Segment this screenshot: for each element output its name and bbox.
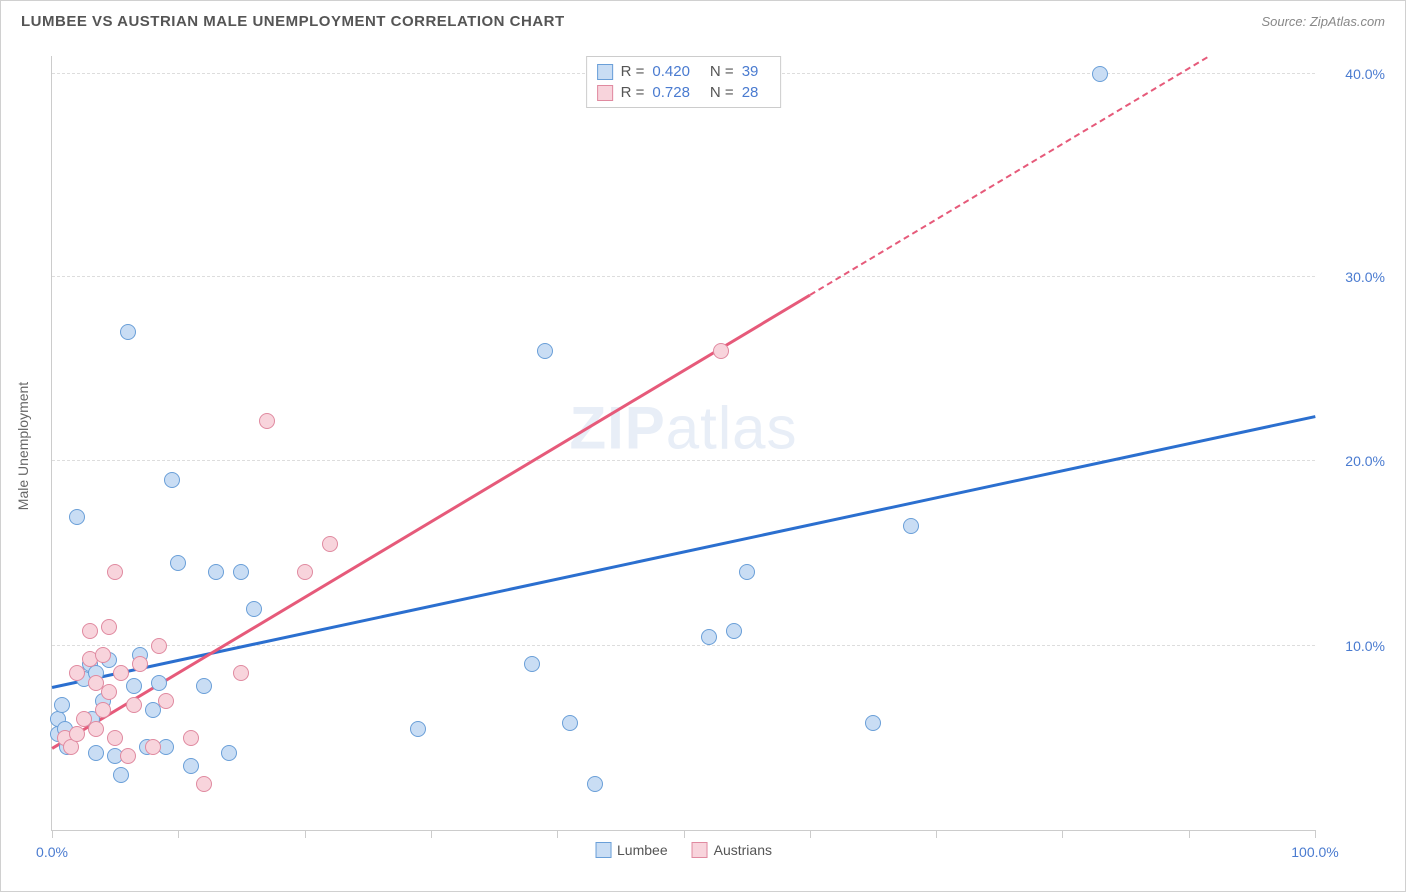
scatter-point (113, 665, 129, 681)
scatter-point (183, 730, 199, 746)
scatter-point (95, 702, 111, 718)
scatter-point (107, 564, 123, 580)
y-axis-label: Male Unemployment (15, 382, 31, 510)
x-tick (684, 830, 685, 838)
scatter-point (233, 665, 249, 681)
gridline (52, 276, 1315, 277)
chart-title: LUMBEE VS AUSTRIAN MALE UNEMPLOYMENT COR… (21, 13, 565, 30)
scatter-point (183, 758, 199, 774)
scatter-point (537, 343, 553, 359)
legend-swatch-austrians (597, 85, 613, 101)
n-label: N = (710, 63, 734, 80)
n-value-lumbee: 39 (742, 63, 759, 80)
r-value-lumbee: 0.420 (652, 63, 690, 80)
x-tick (178, 830, 179, 838)
x-tick (936, 830, 937, 838)
y-tick-label: 10.0% (1345, 638, 1385, 654)
scatter-point (739, 564, 755, 580)
scatter-point (69, 726, 85, 742)
scatter-point (88, 745, 104, 761)
scatter-point (113, 767, 129, 783)
scatter-point (701, 629, 717, 645)
r-label-2: R = (621, 84, 645, 101)
legend-swatch-austrians-bottom (692, 842, 708, 858)
trendline (52, 415, 1316, 688)
legend-swatch-lumbee-bottom (595, 842, 611, 858)
scatter-point (69, 665, 85, 681)
scatter-point (88, 721, 104, 737)
chart-container: LUMBEE VS AUSTRIAN MALE UNEMPLOYMENT COR… (0, 0, 1406, 892)
x-tick-label: 100.0% (1291, 844, 1338, 860)
n-value-austrians: 28 (742, 84, 759, 101)
n-label-2: N = (710, 84, 734, 101)
scatter-point (101, 619, 117, 635)
scatter-point (233, 564, 249, 580)
y-tick-label: 20.0% (1345, 453, 1385, 469)
legend-item-lumbee: Lumbee (595, 842, 668, 858)
legend-stats-box: R = 0.420 N = 39 R = 0.728 N = 28 (586, 56, 782, 108)
scatter-point (151, 675, 167, 691)
scatter-point (196, 678, 212, 694)
source-label: Source: ZipAtlas.com (1261, 14, 1385, 29)
scatter-point (107, 730, 123, 746)
x-tick (1315, 830, 1316, 838)
legend-swatch-lumbee (597, 64, 613, 80)
scatter-point (158, 693, 174, 709)
scatter-point (126, 678, 142, 694)
scatter-point (726, 623, 742, 639)
scatter-point (164, 472, 180, 488)
scatter-point (120, 748, 136, 764)
scatter-point (524, 656, 540, 672)
x-tick (557, 830, 558, 838)
r-label: R = (621, 63, 645, 80)
plot-area: ZIPatlas R = 0.420 N = 39 R = 0.728 N = … (51, 56, 1315, 831)
legend-label-lumbee: Lumbee (617, 842, 668, 858)
scatter-point (259, 413, 275, 429)
scatter-point (208, 564, 224, 580)
scatter-point (126, 697, 142, 713)
legend-item-austrians: Austrians (692, 842, 772, 858)
scatter-point (95, 647, 111, 663)
legend-label-austrians: Austrians (714, 842, 772, 858)
r-value-austrians: 0.728 (652, 84, 690, 101)
scatter-point (246, 601, 262, 617)
scatter-point (221, 745, 237, 761)
scatter-point (151, 638, 167, 654)
scatter-point (562, 715, 578, 731)
scatter-point (69, 509, 85, 525)
legend-bottom: Lumbee Austrians (595, 842, 772, 858)
x-tick (431, 830, 432, 838)
watermark-part2: atlas (666, 394, 798, 461)
scatter-point (322, 536, 338, 552)
scatter-point (903, 518, 919, 534)
scatter-point (713, 343, 729, 359)
y-tick-label: 40.0% (1345, 66, 1385, 82)
scatter-point (587, 776, 603, 792)
scatter-point (145, 739, 161, 755)
scatter-point (1092, 66, 1108, 82)
gridline (52, 460, 1315, 461)
x-tick-label: 0.0% (36, 844, 68, 860)
x-tick (1062, 830, 1063, 838)
watermark: ZIPatlas (569, 393, 797, 462)
legend-stats-row-1: R = 0.420 N = 39 (597, 61, 771, 82)
scatter-point (170, 555, 186, 571)
scatter-point (82, 623, 98, 639)
scatter-point (410, 721, 426, 737)
scatter-point (297, 564, 313, 580)
x-tick (305, 830, 306, 838)
scatter-point (101, 684, 117, 700)
x-tick (810, 830, 811, 838)
scatter-point (865, 715, 881, 731)
scatter-point (132, 656, 148, 672)
trendline (809, 56, 1207, 295)
chart-header: LUMBEE VS AUSTRIAN MALE UNEMPLOYMENT COR… (1, 1, 1405, 38)
x-tick (1189, 830, 1190, 838)
scatter-point (54, 697, 70, 713)
scatter-point (120, 324, 136, 340)
legend-stats-row-2: R = 0.728 N = 28 (597, 82, 771, 103)
y-tick-label: 30.0% (1345, 269, 1385, 285)
x-tick (52, 830, 53, 838)
scatter-point (196, 776, 212, 792)
